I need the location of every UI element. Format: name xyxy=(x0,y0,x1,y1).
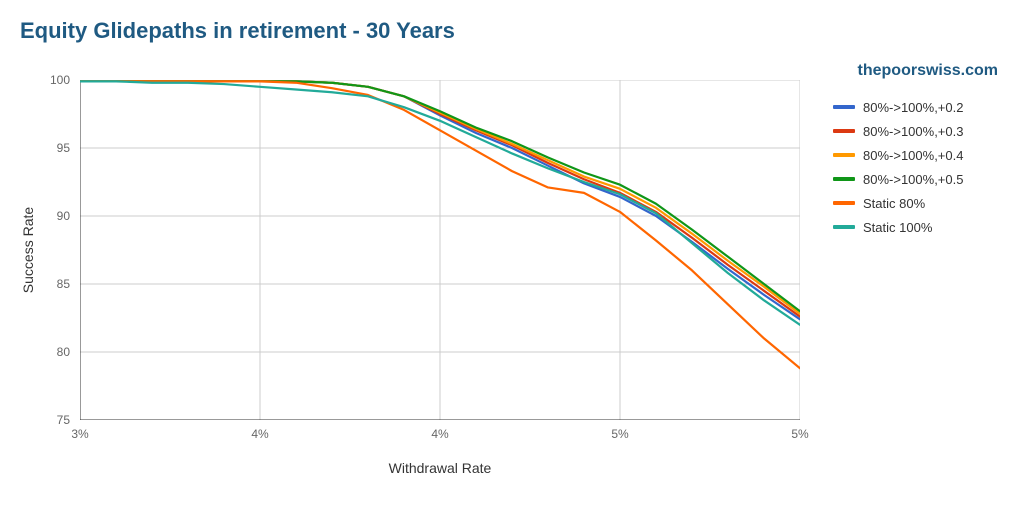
legend-swatch xyxy=(833,201,855,205)
plot-svg xyxy=(80,80,800,420)
x-axis-label: Withdrawal Rate xyxy=(80,460,800,476)
legend-swatch xyxy=(833,177,855,181)
x-tick-label: 5% xyxy=(611,427,629,441)
legend-item: 80%->100%,+0.2 xyxy=(833,96,998,118)
y-tick-label: 85 xyxy=(57,277,71,291)
plot-area xyxy=(80,80,800,420)
chart-container: Equity Glidepaths in retirement - 30 Yea… xyxy=(0,0,1024,512)
x-tick-label: 4% xyxy=(251,427,269,441)
legend-item: 80%->100%,+0.5 xyxy=(833,168,998,190)
y-tick-label: 90 xyxy=(57,209,71,223)
legend-label: 80%->100%,+0.5 xyxy=(863,172,963,187)
legend-label: Static 100% xyxy=(863,220,932,235)
legend-item: Static 100% xyxy=(833,216,998,238)
legend-label: 80%->100%,+0.3 xyxy=(863,124,963,139)
legend-label: Static 80% xyxy=(863,196,925,211)
x-tick-label: 5% xyxy=(791,427,809,441)
legend-swatch xyxy=(833,153,855,157)
legend-item: 80%->100%,+0.4 xyxy=(833,144,998,166)
y-tick-label: 100 xyxy=(50,73,70,87)
legend-swatch xyxy=(833,129,855,133)
legend-item: 80%->100%,+0.3 xyxy=(833,120,998,142)
x-tick-label: 3% xyxy=(71,427,89,441)
y-tick-label: 75 xyxy=(57,413,71,427)
y-axis-label: Success Rate xyxy=(18,80,38,420)
legend-swatch xyxy=(833,225,855,229)
x-tick-label: 4% xyxy=(431,427,449,441)
legend: 80%->100%,+0.2 80%->100%,+0.3 80%->100%,+0… xyxy=(833,96,998,240)
legend-label: 80%->100%,+0.2 xyxy=(863,100,963,115)
legend-swatch xyxy=(833,105,855,109)
y-axis-label-text: Success Rate xyxy=(20,207,36,293)
y-tick-label: 80 xyxy=(57,345,71,359)
y-tick-label: 95 xyxy=(57,141,71,155)
legend-label: 80%->100%,+0.4 xyxy=(863,148,963,163)
chart-subtitle: thepoorswiss.com xyxy=(858,62,998,80)
chart-title: Equity Glidepaths in retirement - 30 Yea… xyxy=(20,18,455,44)
legend-item: Static 80% xyxy=(833,192,998,214)
